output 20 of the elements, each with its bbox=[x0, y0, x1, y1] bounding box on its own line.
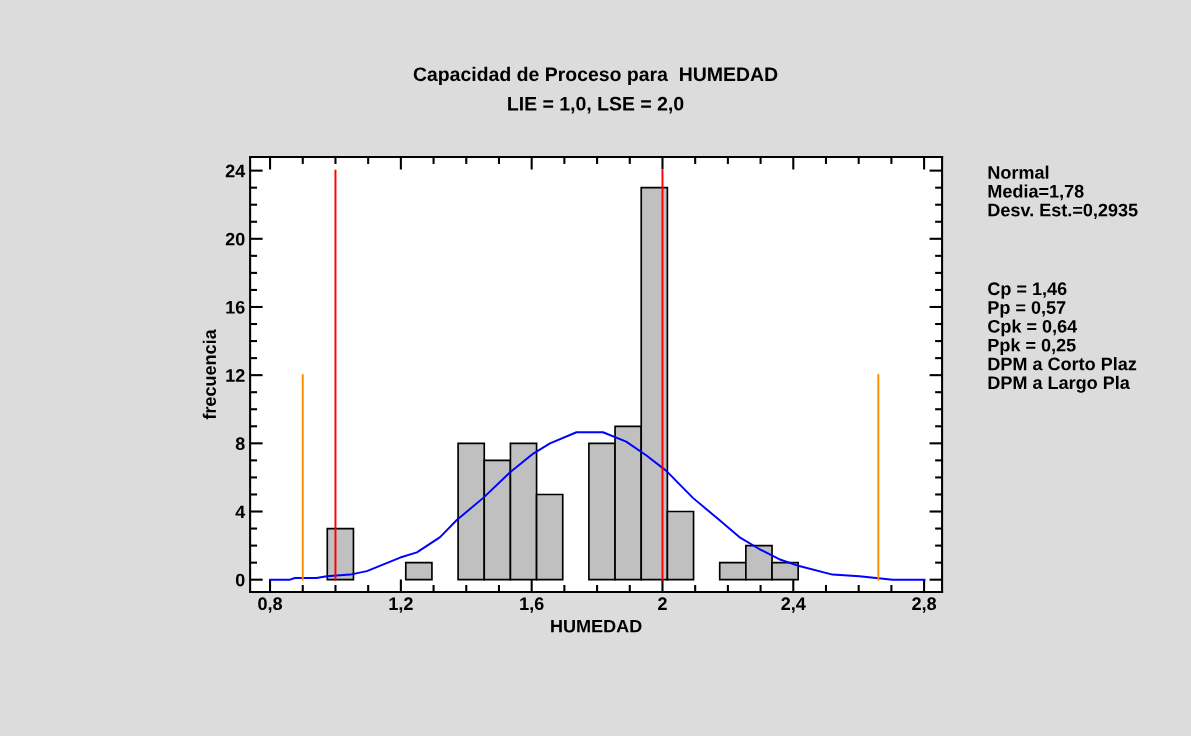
text: Normal Media=1,78 Desv. Est.=0,2935 bbox=[988, 165, 1138, 220]
x-tick-label: 1,2 bbox=[389, 597, 413, 613]
y-axis-title: frecuencia bbox=[202, 329, 217, 420]
y-tick-label: 24 bbox=[225, 164, 246, 178]
y-tick-label: 12 bbox=[226, 369, 245, 382]
text: Cp = 1,46 Pp = 0,57 Cpk = 0,64 Ppk = 0,25 DPM a Corto Plaz DPM a Largo Pla bbox=[988, 282, 1137, 393]
x-tick-label: 1,6 bbox=[520, 597, 544, 613]
y-tick-label: 4 bbox=[235, 505, 246, 519]
x-axis-title: HUMEDAD bbox=[551, 619, 642, 633]
y-tick-label: 8 bbox=[235, 437, 245, 451]
y-tick-label: 0 bbox=[235, 573, 245, 587]
y-tick-label: 20 bbox=[225, 232, 245, 246]
x-tick-label: 2,4 bbox=[781, 597, 806, 613]
line-series bbox=[269, 431, 926, 581]
x-tick-label: 2 bbox=[658, 597, 667, 610]
y-tick-label: 16 bbox=[226, 300, 245, 314]
chart-title: Capacidad de Proceso para HUMEDAD bbox=[413, 66, 778, 85]
x-tick-label: 0,8 bbox=[258, 597, 283, 613]
x-tick-label: 2,8 bbox=[912, 597, 937, 613]
chart-subtitle: LIE = 1,0, LSE = 2,0 bbox=[508, 96, 684, 114]
